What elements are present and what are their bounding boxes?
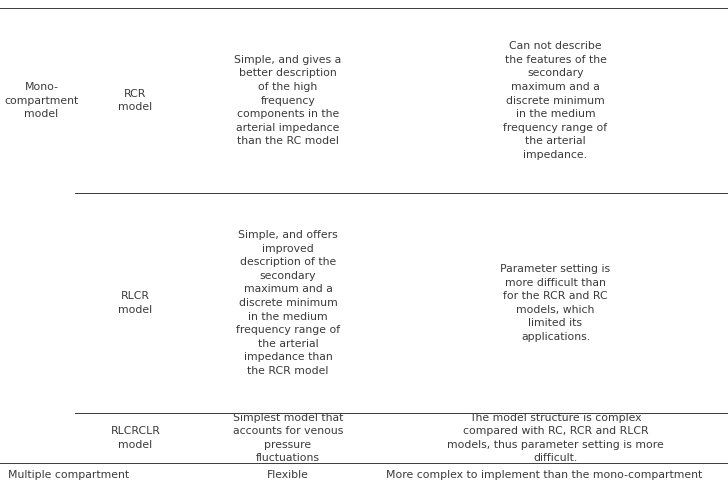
Text: Simple, and offers
improved
description of the
secondary
maximum and a
discrete : Simple, and offers improved description … [236, 230, 340, 376]
Text: Multiple compartment: Multiple compartment [8, 469, 129, 480]
Text: Simple, and gives a
better description
of the high
frequency
components in the
a: Simple, and gives a better description o… [234, 55, 341, 146]
Text: Mono-
compartment
model: Mono- compartment model [4, 82, 79, 119]
Text: Can not describe
the features of the
secondary
maximum and a
discrete minimum
in: Can not describe the features of the sec… [504, 41, 608, 160]
Text: Parameter setting is
more difficult than
for the RCR and RC
models, which
limite: Parameter setting is more difficult than… [500, 264, 611, 342]
Text: The model structure is complex
compared with RC, RCR and RLCR
models, thus param: The model structure is complex compared … [447, 413, 664, 463]
Text: RLCRCLR
model: RLCRCLR model [111, 426, 160, 450]
Text: RCR
model: RCR model [119, 89, 153, 112]
Text: Flexible: Flexible [267, 469, 309, 480]
Text: Simplest model that
accounts for venous
pressure
fluctuations: Simplest model that accounts for venous … [233, 413, 343, 463]
Text: RLCR
model: RLCR model [119, 291, 153, 315]
Text: More complex to implement than the mono-compartment: More complex to implement than the mono-… [386, 469, 703, 480]
